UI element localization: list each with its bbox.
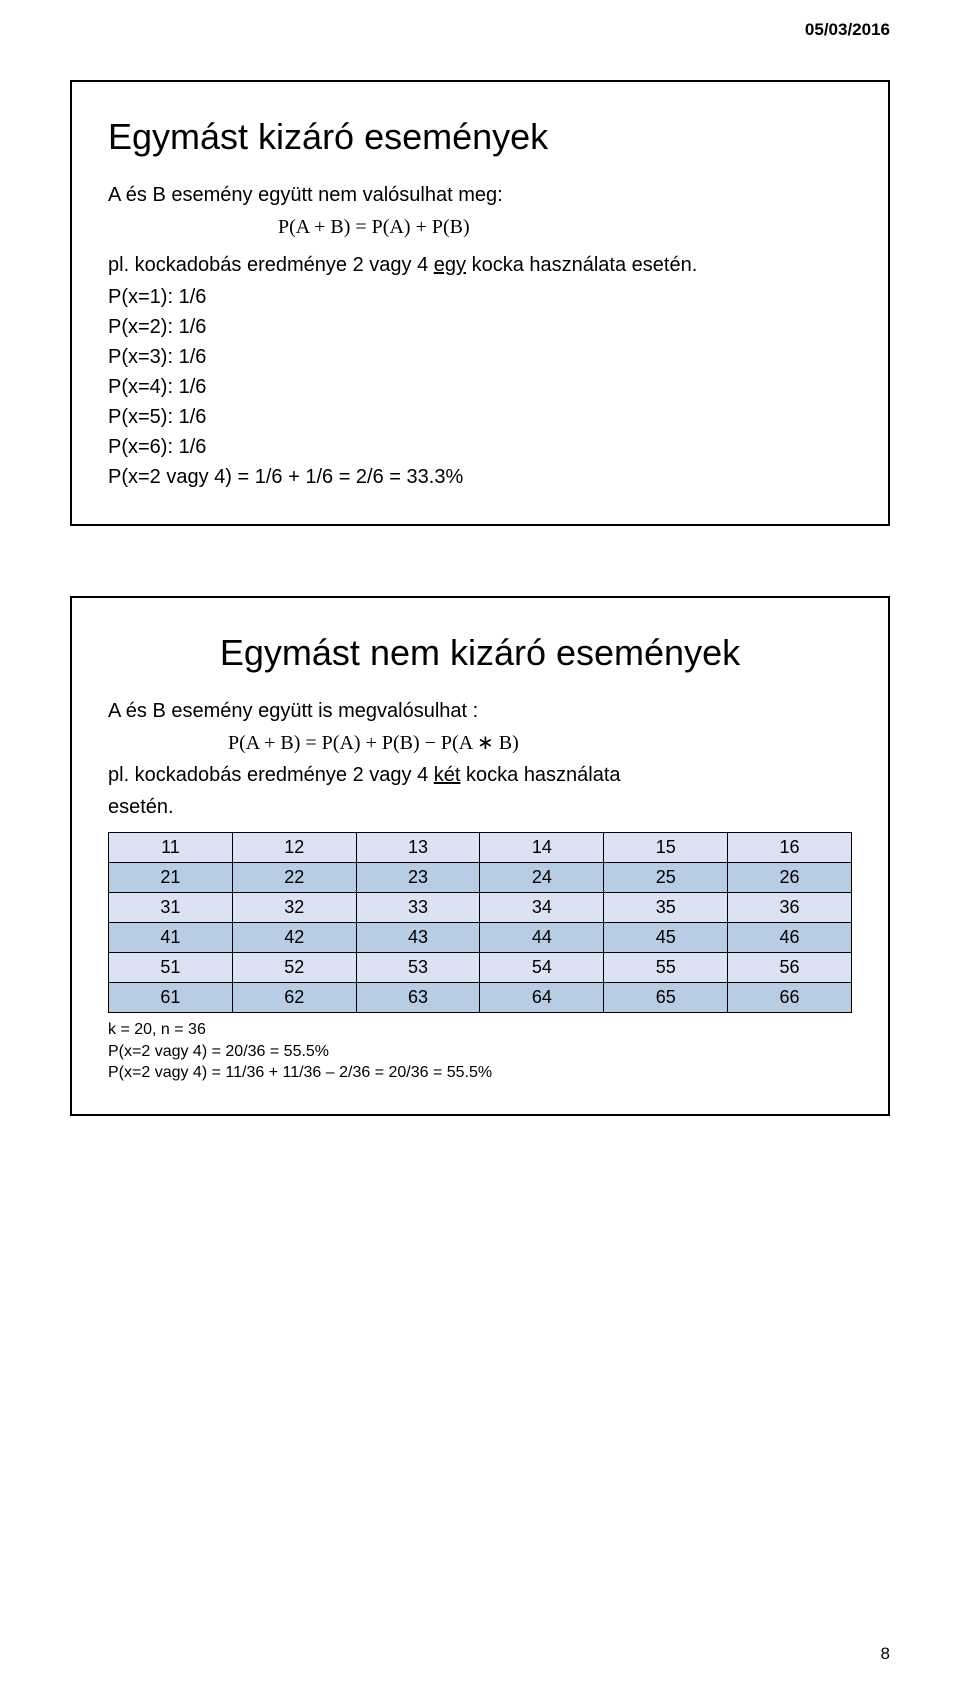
table-cell: 35 xyxy=(604,893,728,923)
slide-2-formula: P(A + B) = P(A) + P(B) − P(A ∗ B) xyxy=(108,728,852,758)
table-row: 212223242526 xyxy=(109,863,852,893)
table-cell: 32 xyxy=(232,893,356,923)
slide-1-p2: P(x=2): 1/6 xyxy=(108,312,852,342)
slide-1-p5: P(x=5): 1/6 xyxy=(108,402,852,432)
table-cell: 44 xyxy=(480,923,604,953)
dice-table-body: 1112131415162122232425263132333435364142… xyxy=(109,833,852,1013)
table-cell: 52 xyxy=(232,953,356,983)
slide-1-example-underlined: egy xyxy=(434,254,466,276)
table-cell: 11 xyxy=(109,833,233,863)
slide-1-p6: P(x=6): 1/6 xyxy=(108,432,852,462)
table-cell: 43 xyxy=(356,923,480,953)
slide-2-example-suffix: kocka használata xyxy=(460,764,620,786)
table-cell: 46 xyxy=(728,923,852,953)
table-cell: 61 xyxy=(109,983,233,1013)
table-cell: 23 xyxy=(356,863,480,893)
slide-1-formula: P(A + B) = P(A) + P(B) xyxy=(108,212,852,242)
page-number: 8 xyxy=(881,1644,890,1664)
table-cell: 53 xyxy=(356,953,480,983)
table-cell: 22 xyxy=(232,863,356,893)
table-row: 313233343536 xyxy=(109,893,852,923)
table-cell: 45 xyxy=(604,923,728,953)
table-cell: 64 xyxy=(480,983,604,1013)
table-row: 616263646566 xyxy=(109,983,852,1013)
table-cell: 55 xyxy=(604,953,728,983)
table-cell: 14 xyxy=(480,833,604,863)
table-cell: 34 xyxy=(480,893,604,923)
table-cell: 13 xyxy=(356,833,480,863)
table-cell: 33 xyxy=(356,893,480,923)
slide-2-example-underlined: két xyxy=(434,764,461,786)
table-cell: 56 xyxy=(728,953,852,983)
slide-1-p1: P(x=1): 1/6 xyxy=(108,282,852,312)
table-cell: 65 xyxy=(604,983,728,1013)
table-cell: 62 xyxy=(232,983,356,1013)
table-row: 111213141516 xyxy=(109,833,852,863)
table-cell: 25 xyxy=(604,863,728,893)
slide-2-title: Egymást nem kizáró események xyxy=(148,632,812,674)
slide-2: Egymást nem kizáró események A és B esem… xyxy=(70,596,890,1116)
table-cell: 12 xyxy=(232,833,356,863)
table-cell: 41 xyxy=(109,923,233,953)
table-cell: 16 xyxy=(728,833,852,863)
table-cell: 42 xyxy=(232,923,356,953)
slide-1-p4: P(x=4): 1/6 xyxy=(108,372,852,402)
table-cell: 31 xyxy=(109,893,233,923)
slide-1: Egymást kizáró események A és B esemény … xyxy=(70,80,890,526)
slide-2-example-line2: esetén. xyxy=(108,792,852,822)
table-cell: 26 xyxy=(728,863,852,893)
slide-1-intro: A és B esemény együtt nem valósulhat meg… xyxy=(108,180,852,210)
slide-2-footer-1: k = 20, n = 36 xyxy=(108,1019,852,1041)
slide-2-intro: A és B esemény együtt is megvalósulhat : xyxy=(108,696,852,726)
table-cell: 36 xyxy=(728,893,852,923)
slide-1-result: P(x=2 vagy 4) = 1/6 + 1/6 = 2/6 = 33.3% xyxy=(108,462,852,492)
slide-2-footer-3: P(x=2 vagy 4) = 11/36 + 11/36 – 2/36 = 2… xyxy=(108,1062,852,1084)
slide-1-example: pl. kockadobás eredménye 2 vagy 4 egy ko… xyxy=(108,250,852,280)
slide-1-example-prefix: pl. kockadobás eredménye 2 vagy 4 xyxy=(108,254,434,276)
table-cell: 21 xyxy=(109,863,233,893)
slide-2-footer: k = 20, n = 36 P(x=2 vagy 4) = 20/36 = 5… xyxy=(108,1019,852,1084)
table-cell: 24 xyxy=(480,863,604,893)
dice-table: 1112131415162122232425263132333435364142… xyxy=(108,832,852,1013)
table-cell: 63 xyxy=(356,983,480,1013)
table-cell: 54 xyxy=(480,953,604,983)
slide-2-example-prefix: pl. kockadobás eredménye 2 vagy 4 xyxy=(108,764,434,786)
table-row: 515253545556 xyxy=(109,953,852,983)
table-cell: 15 xyxy=(604,833,728,863)
table-cell: 51 xyxy=(109,953,233,983)
slide-2-example-line1: pl. kockadobás eredménye 2 vagy 4 két ko… xyxy=(108,760,852,790)
page: 05/03/2016 Egymást kizáró események A és… xyxy=(0,0,960,1684)
slide-1-example-suffix: kocka használata esetén. xyxy=(466,254,697,276)
slide-1-p3: P(x=3): 1/6 xyxy=(108,342,852,372)
slide-2-footer-2: P(x=2 vagy 4) = 20/36 = 55.5% xyxy=(108,1041,852,1063)
slide-1-title: Egymást kizáró események xyxy=(108,116,852,158)
table-row: 414243444546 xyxy=(109,923,852,953)
table-cell: 66 xyxy=(728,983,852,1013)
page-header-date: 05/03/2016 xyxy=(70,20,890,40)
